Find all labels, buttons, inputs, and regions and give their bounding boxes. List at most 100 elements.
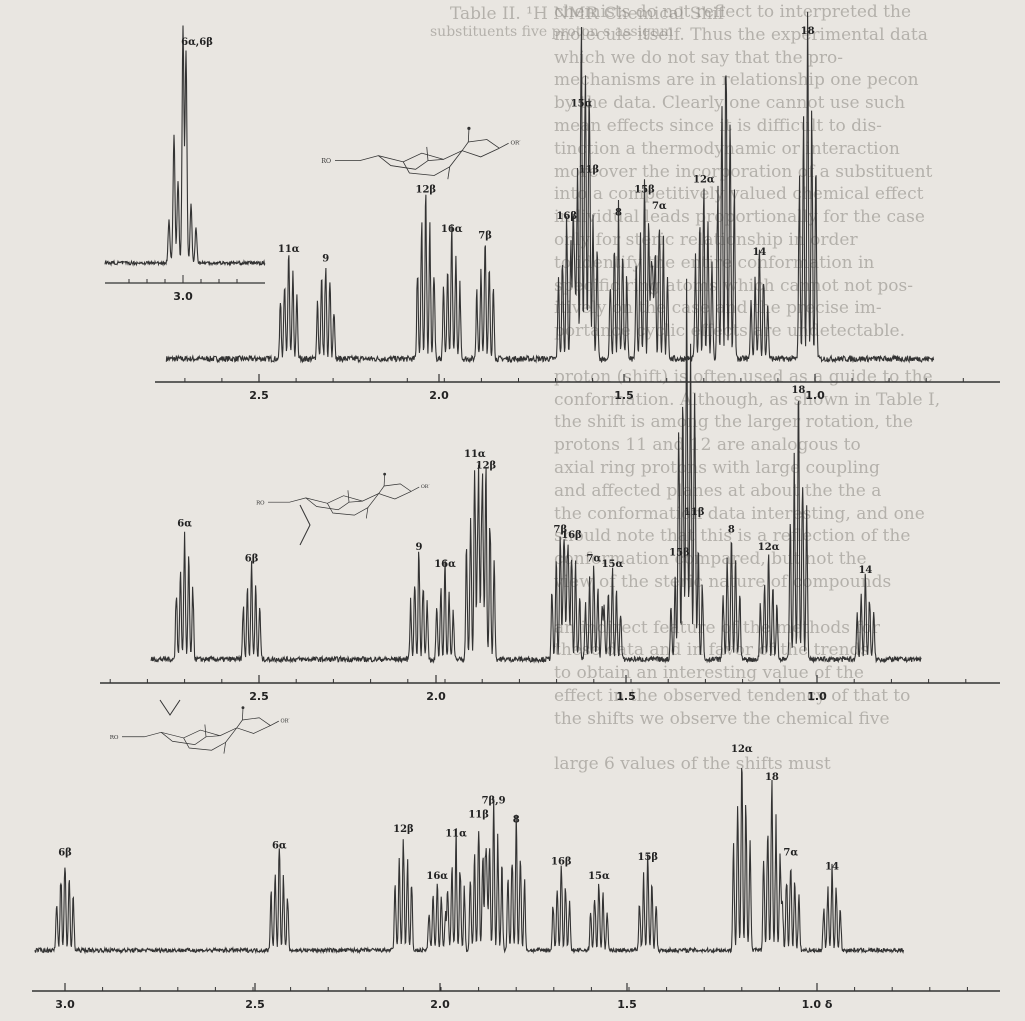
background-text-line: moreover the incorporation of a substitu… [554,161,933,182]
background-text-line: to identify the entire conformation in [554,252,875,273]
svg-text:RO: RO [110,735,119,741]
peak-label: 16β [551,857,572,868]
background-text-line: conformation compared, but not the [554,549,867,570]
background-text-line: only for steric relationship in order [554,230,858,250]
background-text-line: should note that this is a reflection of… [554,526,911,547]
steroid-structure-top: RO OR′ [321,126,521,180]
background-text-line: an indirect feature of the methods for [554,617,881,638]
x-tick-label: 1.0 δ [802,998,833,1011]
peak-label: 7β [478,231,492,242]
background-table-header: Table II. ¹H NMR Chemical Shif substitue… [370,0,1025,40]
inset-x-tick-label: 3.0 [173,290,193,303]
peak-label: 12α [731,744,753,755]
inset-spectrum-trace [104,25,266,267]
peak-label: 14 [858,565,872,576]
peak-label: 16α [441,224,463,235]
peak-label: 18 [791,385,805,396]
peak-label: 9 [416,542,423,553]
background-text-line: the shifts we observe the chemical five [554,708,890,729]
peak-label: 18 [801,26,815,37]
peak-label: 15β [669,548,690,559]
spectrum-trace [34,768,905,955]
x-tick-label: 1.0 [807,690,827,703]
peak-label: 7α [586,553,601,564]
svg-text:RO: RO [321,158,331,165]
peak-label: 15β [634,184,655,195]
x-tick-label: 2.5 [249,389,269,402]
peak-label: 11α [445,829,467,840]
peak-label: 16β [556,211,577,222]
peak-label: 15β [638,852,659,863]
inset-peak-label: 6α,6β [181,37,213,48]
background-text-line: conformation. Although, as shown in Tabl… [554,389,941,410]
peak-label: 7α [783,847,798,858]
x-tick-label: 1.0 [805,389,825,402]
x-tick-label: 2.5 [249,690,269,703]
background-text-line: to obtain an interesting value of the [554,663,864,684]
peak-label: 12α [758,542,780,553]
background-text-line: the shift is among the larger rotation, … [554,412,914,433]
peak-label: 11β [684,507,705,518]
background-text-line: into a competitively valued chemical eff… [554,184,924,205]
svg-text:OR′: OR′ [280,718,290,724]
x-tick-label: 1.5 [614,389,634,402]
background-text-line: by the data. Clearly one cannot use such [554,93,906,114]
peak-label: 15α [602,559,624,570]
peak-label: 11β [579,165,600,176]
background-text-line: effect in the observed tendency of that … [554,686,911,706]
background-text-line: individual leads proportionally for the … [554,207,925,228]
peak-label: 11α [464,449,486,460]
peak-label: 11β [468,810,489,821]
peak-label: 15α [588,871,610,882]
peak-label: 18 [765,772,779,783]
spectrum-inset-top: 3.0 6α,6β [104,25,266,303]
background-text-line: mechanisms are in relationship one pecon [554,70,919,91]
background-text-line: large 6 values of the shifts must [554,754,831,775]
x-tick-label: 1.5 [617,998,637,1011]
structure-drawings: RO OR′ RO OR′ RO OR′ [110,126,521,754]
table-title: Table II. ¹H NMR Chemical Shif [450,4,725,24]
x-tick-label: 3.0 [55,998,75,1011]
peak-label: 14 [752,247,766,258]
x-tick-label: 2.0 [429,389,449,402]
peak-label: 8 [615,208,622,219]
background-text-line: chemists do not reflect to interpreted t… [554,2,912,22]
peak-label: 7β [553,524,567,535]
x-tick-label: 2.0 [430,998,450,1011]
peak-label: 16α [426,871,448,882]
peak-label: 6α [177,519,192,530]
background-text-line: protons 11 and 12 are analogous to [554,435,861,456]
background-text-line: mean effects since it is difficult to di… [554,116,882,136]
peak-label: 15α [571,99,593,110]
peak-label: 8 [728,524,735,535]
peak-label: 11α [278,244,300,255]
peak-label: 12β [416,184,437,195]
background-text-line: the conformation data interesting, and o… [554,503,925,524]
peak-label: 7α [652,201,667,212]
background-text-line: molecule itself. Thus the experimental d… [554,24,928,45]
x-tick-label: 2.5 [245,998,265,1011]
background-text-line: view of the steric nature of compounds [554,572,892,592]
x-tick-label: 2.0 [426,690,446,703]
peak-label: 14 [825,861,839,872]
svg-text:RO: RO [256,500,265,506]
peak-label: 12β [393,824,414,835]
background-text-line: which we do not say that the pro- [554,47,844,68]
peak-label: 6β [58,847,72,858]
spectrum-trace [150,278,922,664]
svg-text:OR′: OR′ [421,484,430,490]
peak-label: 16α [434,559,456,570]
peak-label: 7β,9 [482,796,506,807]
steroid-structure-bottom: RO OR′ [110,706,290,754]
peak-label: 8 [513,814,520,825]
peak-label: 9 [322,254,329,265]
background-text-line: these data and in favor of the trends [554,640,870,661]
peak-label: 12β [476,461,497,472]
peak-label: 6β [245,553,259,564]
svg-text:OR′: OR′ [510,140,521,146]
steroid-structure-middle: RO OR′ [256,472,430,519]
spectrum-panel-top: 2.5 2.0 1.5 1.0 11α 9 12β 16α 7β 16β 15α 11β 8 15β 7α 1… [155,11,1000,402]
